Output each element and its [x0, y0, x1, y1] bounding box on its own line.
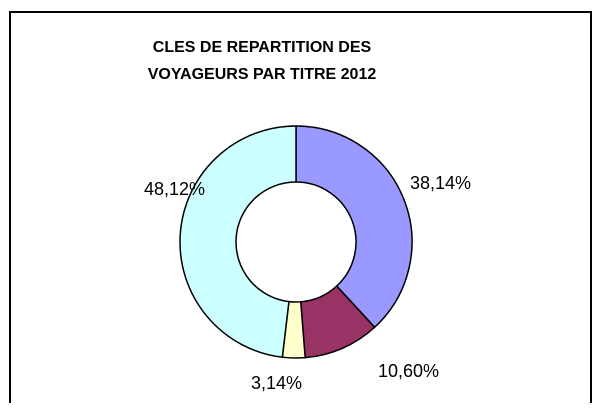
- donut-slice: [295, 125, 413, 329]
- value-label: 10,60%: [378, 361, 439, 381]
- value-label: 48,12%: [144, 179, 205, 199]
- value-label: 3,14%: [251, 373, 302, 393]
- chart-frame: [9, 11, 592, 403]
- value-label: 38,14%: [410, 173, 471, 193]
- chart-title: VOYAGEURS PAR TITRE 2012: [148, 66, 377, 83]
- chart-title: CLES DE REPARTITION DES: [153, 39, 372, 56]
- donut-slice: [179, 125, 297, 359]
